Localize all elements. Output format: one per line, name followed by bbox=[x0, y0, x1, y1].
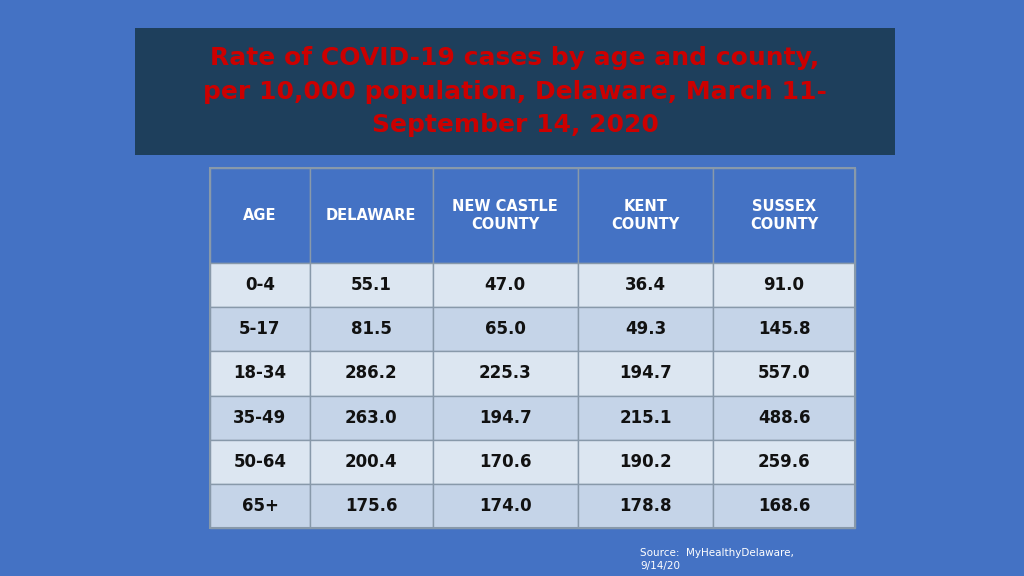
FancyBboxPatch shape bbox=[713, 439, 855, 484]
FancyBboxPatch shape bbox=[713, 351, 855, 396]
Text: 215.1: 215.1 bbox=[620, 408, 672, 427]
FancyBboxPatch shape bbox=[713, 307, 855, 351]
FancyBboxPatch shape bbox=[578, 396, 713, 439]
FancyBboxPatch shape bbox=[432, 351, 578, 396]
Text: NEW CASTLE
COUNTY: NEW CASTLE COUNTY bbox=[453, 199, 558, 232]
FancyBboxPatch shape bbox=[432, 484, 578, 528]
FancyBboxPatch shape bbox=[210, 439, 310, 484]
Text: 35-49: 35-49 bbox=[233, 408, 287, 427]
Text: KENT
COUNTY: KENT COUNTY bbox=[611, 199, 680, 232]
Text: 65+: 65+ bbox=[242, 497, 279, 515]
Text: 55.1: 55.1 bbox=[351, 276, 392, 294]
FancyBboxPatch shape bbox=[432, 396, 578, 439]
Text: 170.6: 170.6 bbox=[479, 453, 531, 471]
Text: 200.4: 200.4 bbox=[345, 453, 397, 471]
Text: 18-34: 18-34 bbox=[233, 365, 287, 382]
FancyBboxPatch shape bbox=[210, 351, 310, 396]
FancyBboxPatch shape bbox=[310, 484, 432, 528]
Text: 49.3: 49.3 bbox=[625, 320, 666, 338]
FancyBboxPatch shape bbox=[210, 168, 310, 263]
FancyBboxPatch shape bbox=[310, 351, 432, 396]
FancyBboxPatch shape bbox=[578, 263, 713, 307]
FancyBboxPatch shape bbox=[210, 396, 310, 439]
FancyBboxPatch shape bbox=[310, 439, 432, 484]
FancyBboxPatch shape bbox=[578, 168, 713, 263]
FancyBboxPatch shape bbox=[432, 307, 578, 351]
Text: 65.0: 65.0 bbox=[484, 320, 525, 338]
Text: 225.3: 225.3 bbox=[478, 365, 531, 382]
FancyBboxPatch shape bbox=[713, 263, 855, 307]
Text: Source:  MyHealthyDelaware,
9/14/20: Source: MyHealthyDelaware, 9/14/20 bbox=[640, 548, 794, 571]
Text: 81.5: 81.5 bbox=[351, 320, 392, 338]
FancyBboxPatch shape bbox=[713, 168, 855, 263]
Text: 47.0: 47.0 bbox=[484, 276, 525, 294]
Text: 194.7: 194.7 bbox=[618, 365, 672, 382]
Text: DELAWARE: DELAWARE bbox=[326, 208, 417, 223]
Text: 190.2: 190.2 bbox=[620, 453, 672, 471]
Text: 263.0: 263.0 bbox=[345, 408, 397, 427]
FancyBboxPatch shape bbox=[713, 484, 855, 528]
Text: 194.7: 194.7 bbox=[478, 408, 531, 427]
FancyBboxPatch shape bbox=[310, 396, 432, 439]
Text: 36.4: 36.4 bbox=[625, 276, 666, 294]
Text: 174.0: 174.0 bbox=[479, 497, 531, 515]
Text: SUSSEX
COUNTY: SUSSEX COUNTY bbox=[750, 199, 818, 232]
Text: 91.0: 91.0 bbox=[764, 276, 805, 294]
Text: 175.6: 175.6 bbox=[345, 497, 397, 515]
FancyBboxPatch shape bbox=[310, 263, 432, 307]
Text: AGE: AGE bbox=[244, 208, 276, 223]
Text: 0-4: 0-4 bbox=[245, 276, 275, 294]
Text: 488.6: 488.6 bbox=[758, 408, 810, 427]
FancyBboxPatch shape bbox=[210, 263, 310, 307]
Text: 168.6: 168.6 bbox=[758, 497, 810, 515]
Text: 259.6: 259.6 bbox=[758, 453, 810, 471]
FancyBboxPatch shape bbox=[578, 307, 713, 351]
FancyBboxPatch shape bbox=[135, 28, 895, 155]
Text: 557.0: 557.0 bbox=[758, 365, 810, 382]
Text: 286.2: 286.2 bbox=[345, 365, 397, 382]
FancyBboxPatch shape bbox=[310, 307, 432, 351]
FancyBboxPatch shape bbox=[578, 351, 713, 396]
FancyBboxPatch shape bbox=[210, 307, 310, 351]
Text: 50-64: 50-64 bbox=[233, 453, 287, 471]
FancyBboxPatch shape bbox=[713, 396, 855, 439]
Text: 178.8: 178.8 bbox=[620, 497, 672, 515]
FancyBboxPatch shape bbox=[432, 263, 578, 307]
FancyBboxPatch shape bbox=[432, 168, 578, 263]
FancyBboxPatch shape bbox=[210, 484, 310, 528]
Text: 145.8: 145.8 bbox=[758, 320, 810, 338]
Text: 5-17: 5-17 bbox=[240, 320, 281, 338]
FancyBboxPatch shape bbox=[578, 484, 713, 528]
FancyBboxPatch shape bbox=[310, 168, 432, 263]
FancyBboxPatch shape bbox=[578, 439, 713, 484]
FancyBboxPatch shape bbox=[432, 439, 578, 484]
Text: Rate of COVID-19 cases by age and county,
per 10,000 population, Delaware, March: Rate of COVID-19 cases by age and county… bbox=[203, 46, 827, 137]
